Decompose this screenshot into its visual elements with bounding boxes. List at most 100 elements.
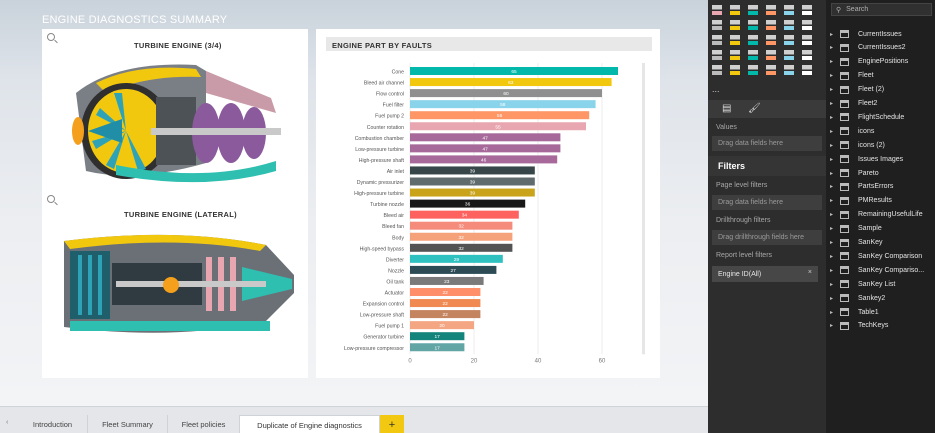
100-column-chart-icon[interactable]: [802, 5, 812, 15]
field-table-item[interactable]: ▸ EnginePositions: [830, 56, 908, 68]
zoom-icon[interactable]: [47, 33, 55, 41]
expand-chevron-icon[interactable]: ▸: [830, 212, 834, 219]
100-bar-chart-icon[interactable]: [784, 5, 794, 15]
tab-fleet-policies[interactable]: Fleet policies: [168, 415, 240, 433]
expand-chevron-icon[interactable]: ▸: [830, 184, 834, 191]
matrix-icon[interactable]: [748, 65, 758, 75]
bar[interactable]: [410, 276, 484, 285]
field-table-item[interactable]: ▸ RemainingUsefulLife: [830, 209, 923, 221]
bar[interactable]: [410, 243, 513, 252]
bar[interactable]: [410, 144, 561, 153]
expand-chevron-icon[interactable]: ▸: [830, 73, 834, 80]
stacked-column-chart-icon[interactable]: [730, 5, 740, 15]
bar[interactable]: [410, 343, 465, 352]
field-table-item[interactable]: ▸ icons (2): [830, 139, 885, 151]
expand-chevron-icon[interactable]: ▸: [830, 128, 834, 135]
remove-filter-icon[interactable]: ×: [807, 269, 812, 276]
area-chart-icon[interactable]: [730, 20, 740, 30]
field-table-item[interactable]: ▸ CurrentIssues: [830, 28, 902, 40]
zoom-icon[interactable]: [47, 195, 55, 203]
bar[interactable]: [410, 122, 586, 131]
clustered-column-chart-icon[interactable]: [766, 5, 776, 15]
bar[interactable]: [410, 210, 519, 219]
expand-chevron-icon[interactable]: ▸: [830, 323, 834, 330]
bar[interactable]: [410, 299, 481, 308]
expand-chevron-icon[interactable]: ▸: [830, 281, 834, 288]
drillthrough-drop-zone[interactable]: Drag drillthrough fields here: [712, 230, 822, 245]
bar[interactable]: [410, 332, 465, 341]
field-table-item[interactable]: ▸ SanKey List: [830, 278, 895, 290]
stacked-bar-chart-icon[interactable]: [712, 5, 722, 15]
field-table-item[interactable]: ▸ PartsErrors: [830, 181, 893, 193]
format-paint-roller-icon[interactable]: 🖌: [748, 103, 761, 114]
line-column-chart-icon[interactable]: [766, 20, 776, 30]
bar[interactable]: [410, 265, 497, 274]
bar[interactable]: [410, 232, 513, 241]
field-table-item[interactable]: ▸ SanKey Comparison: [830, 250, 922, 262]
expand-chevron-icon[interactable]: ▸: [830, 267, 834, 274]
bar[interactable]: [410, 188, 535, 197]
gauge-icon[interactable]: [748, 50, 758, 60]
expand-chevron-icon[interactable]: ▸: [830, 226, 834, 233]
expand-chevron-icon[interactable]: ▸: [830, 114, 834, 121]
field-table-item[interactable]: ▸ Fleet2: [830, 98, 877, 110]
values-drop-zone[interactable]: Drag data fields here: [712, 136, 822, 151]
kpi-icon[interactable]: [802, 50, 812, 60]
field-table-item[interactable]: ▸ SanKey: [830, 237, 883, 249]
chart-scrollbar[interactable]: [642, 63, 645, 355]
expand-chevron-icon[interactable]: ▸: [830, 156, 834, 163]
expand-chevron-icon[interactable]: ▸: [830, 170, 834, 177]
tab-introduction[interactable]: Introduction: [18, 415, 88, 433]
engine-part-by-faults-chart[interactable]: ENGINE PART BY FAULTS 0 20 40 60 Cone 65 Bleed…: [316, 29, 660, 378]
field-table-item[interactable]: ▸ Fleet (2): [830, 84, 884, 96]
field-table-item[interactable]: ▸ Issues Images: [830, 153, 903, 165]
field-table-item[interactable]: ▸ Fleet: [830, 70, 874, 82]
expand-chevron-icon[interactable]: ▸: [830, 295, 834, 302]
expand-chevron-icon[interactable]: ▸: [830, 31, 834, 38]
line-chart-icon[interactable]: [712, 20, 722, 30]
bar[interactable]: [410, 288, 481, 296]
expand-chevron-icon[interactable]: ▸: [830, 240, 834, 246]
field-table-item[interactable]: ▸ icons: [830, 125, 874, 137]
expand-chevron-icon[interactable]: ▸: [830, 198, 834, 205]
multi-row-card-icon[interactable]: [784, 50, 794, 60]
scatter-chart-icon[interactable]: [730, 35, 740, 45]
bar[interactable]: [410, 310, 481, 319]
tab-fleet-summary[interactable]: Fleet Summary: [88, 415, 168, 433]
tab-scroll-left-icon[interactable]: ‹: [6, 419, 9, 426]
globe-icon[interactable]: [784, 65, 794, 75]
donut-chart-icon[interactable]: [766, 35, 776, 45]
expand-chevron-icon[interactable]: ▸: [830, 253, 834, 260]
field-table-item[interactable]: ▸ TechKeys: [830, 320, 888, 332]
treemap-icon[interactable]: [784, 35, 794, 45]
bar[interactable]: [410, 166, 535, 175]
field-table-item[interactable]: ▸ Table1: [830, 306, 879, 318]
expand-chevron-icon[interactable]: ▸: [830, 87, 834, 94]
expand-chevron-icon[interactable]: ▸: [830, 309, 834, 316]
filled-map-icon[interactable]: [712, 50, 722, 60]
expand-chevron-icon[interactable]: ▸: [830, 45, 834, 52]
bar[interactable]: [410, 133, 561, 142]
field-table-item[interactable]: ▸ FlightSchedule: [830, 111, 904, 123]
engine-id-filter-card[interactable]: Engine ID(All) ×: [712, 266, 818, 282]
field-table-item[interactable]: ▸ Pareto: [830, 167, 879, 179]
tab-duplicate-engine-diagnostics[interactable]: Duplicate of Engine diagnostics: [240, 415, 380, 433]
fields-search-input[interactable]: ⚲ Search: [831, 3, 932, 16]
bar[interactable]: [410, 78, 612, 87]
bar[interactable]: [410, 177, 535, 186]
r-visual-icon[interactable]: [766, 65, 776, 75]
field-table-item[interactable]: ▸ CurrentIssues2: [830, 42, 905, 54]
add-page-button[interactable]: +: [380, 415, 404, 433]
line-stacked-column-chart-icon[interactable]: [784, 20, 794, 30]
engine-images-card[interactable]: TURBINE ENGINE (3/4) TURBINE ENGINE (LAT…: [42, 29, 308, 378]
bar[interactable]: [410, 89, 602, 98]
table-icon[interactable]: [730, 65, 740, 75]
more-visuals-icon[interactable]: ...: [712, 84, 720, 94]
bar[interactable]: [410, 321, 474, 330]
slicer-icon[interactable]: [712, 65, 722, 75]
bar[interactable]: [410, 111, 590, 120]
stacked-area-chart-icon[interactable]: [748, 20, 758, 30]
funnel-icon[interactable]: [730, 50, 740, 60]
expand-chevron-icon[interactable]: ▸: [830, 59, 834, 66]
card-icon[interactable]: [766, 50, 776, 60]
